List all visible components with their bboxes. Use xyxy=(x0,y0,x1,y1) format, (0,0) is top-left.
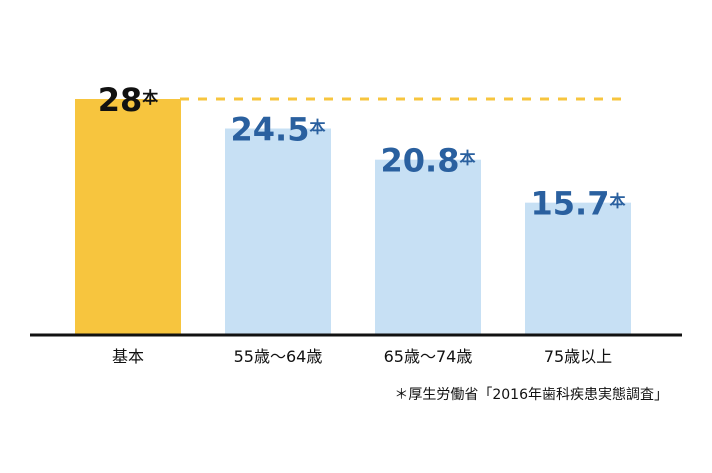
value-unit: 本 xyxy=(609,192,625,211)
x-tick-label: 55歳〜64歳 xyxy=(234,347,323,366)
value-unit: 本 xyxy=(309,118,325,137)
x-tick-label: 基本 xyxy=(112,347,144,366)
value-number: 24.5 xyxy=(231,111,310,149)
bar xyxy=(525,202,631,335)
value-number: 28 xyxy=(98,81,143,119)
x-tick-label: 75歳以上 xyxy=(544,347,612,366)
bar xyxy=(75,99,181,335)
x-tick-label: 65歳〜74歳 xyxy=(384,347,473,366)
source-note: ＊厚生労働省「2016年歯科疾患実態調査」 xyxy=(394,387,668,403)
bar xyxy=(225,128,331,335)
value-label: 20.8本 xyxy=(381,142,476,180)
value-unit: 本 xyxy=(459,149,475,168)
value-label: 15.7本 xyxy=(531,185,626,223)
value-label: 28本 xyxy=(98,81,159,119)
value-label: 24.5本 xyxy=(231,111,326,149)
value-number: 15.7 xyxy=(531,185,610,223)
bar xyxy=(375,159,481,335)
value-number: 20.8 xyxy=(381,142,460,180)
value-unit: 本 xyxy=(142,88,158,107)
